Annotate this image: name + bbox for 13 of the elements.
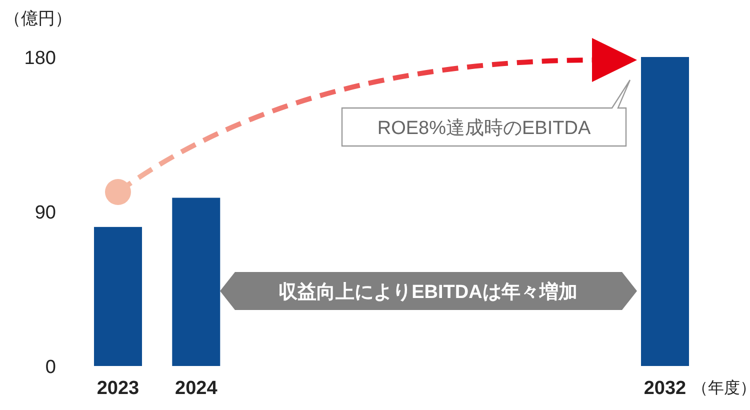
bar bbox=[641, 57, 689, 366]
y-tick-label: 90 bbox=[34, 202, 56, 224]
y-tick-label: 180 bbox=[24, 48, 56, 69]
x-tick-label: 2023 bbox=[96, 378, 140, 399]
y-axis-title: （億円） bbox=[4, 9, 72, 28]
y-tick-label: 0 bbox=[45, 357, 56, 378]
annotation: 収益向上によりEBITDAは年々増加 bbox=[278, 281, 578, 303]
annotation: ROE8%達成時のEBITDA bbox=[377, 118, 591, 139]
bar bbox=[172, 198, 220, 366]
bar bbox=[94, 226, 142, 366]
x-axis-title: （年度） bbox=[692, 379, 750, 397]
x-tick-label: 2024 bbox=[175, 378, 218, 399]
x-tick-label: 2032 bbox=[644, 378, 686, 399]
